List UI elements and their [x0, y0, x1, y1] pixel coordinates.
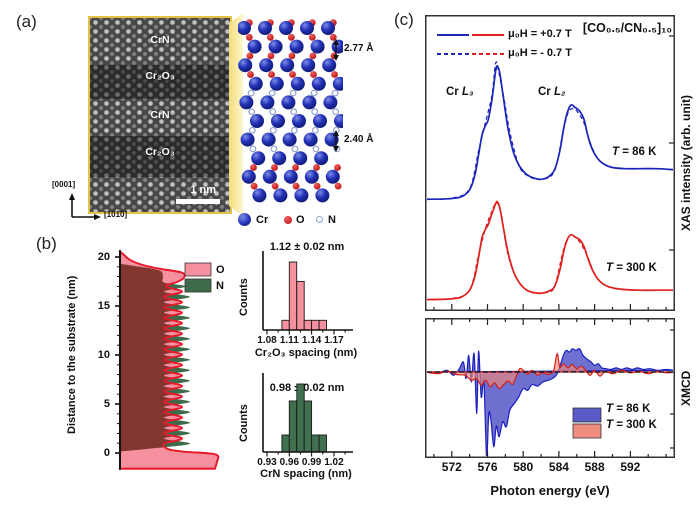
sample-label: [CO₀.₅/CN₀.₅]₁₀: [582, 21, 672, 35]
temp-label-300k: T = 300 K: [606, 262, 657, 274]
tick-label: 5: [103, 398, 110, 410]
tem-layer-label: Cr₂O₃: [145, 146, 175, 159]
atomic-structure-model: [238, 19, 343, 203]
xmcd-legend-86k: T = 86 K: [606, 403, 651, 415]
temp-label-86k: T = 86 K: [612, 146, 657, 158]
tick-label: 0.93: [257, 457, 277, 468]
cr2o3-dark-band: [90, 64, 230, 100]
o-legend-label: O: [296, 214, 305, 226]
spacing-label-240: 2.40 Å: [344, 134, 374, 145]
axis-1010-label: [101̄0]: [104, 210, 128, 219]
tick-label: 580: [513, 460, 534, 474]
n-atom-icon: [316, 216, 323, 223]
tick-label: 1.17: [324, 335, 344, 346]
tick-label: 10: [97, 349, 110, 361]
tick-label: 584: [548, 460, 569, 474]
tick-label: 15: [97, 300, 110, 312]
cr-atom-icon: [238, 213, 251, 226]
panel-a-label: (a): [16, 12, 37, 31]
xmcd-legend-300k: T = 300 K: [606, 419, 657, 431]
crystal-axes-arrows: [69, 193, 101, 220]
o-atom-icon: [284, 216, 292, 224]
tick-label: 1.08: [257, 335, 277, 346]
hist1-title: 1.12 ± 0.02 nm: [269, 241, 345, 253]
hist1-x-title: Cr₂O₃ spacing (nm): [254, 347, 358, 359]
peak-label-l3: Cr L₃: [446, 86, 474, 98]
xas-legend-plus: μ₀H = +0.7 T: [508, 28, 572, 40]
xas-y-axis-title: XAS intensity (arb. unit): [679, 95, 693, 232]
legend-o-label: O: [216, 264, 225, 276]
axis-0001-label: [0001]: [52, 180, 76, 189]
xas-spectra-plot: [425, 15, 675, 311]
panel-b-label: (b): [36, 234, 57, 253]
profile-legend-swatches: [184, 262, 212, 293]
hist2-x-title: CrN spacing (nm): [260, 468, 352, 480]
spacing-arrow-240: [333, 130, 339, 152]
photon-energy-axis-title: Photon energy (eV): [490, 483, 610, 498]
legend-n-label: N: [216, 280, 224, 292]
depth-profile-plot: [115, 250, 220, 470]
hist2-y-title: Counts: [238, 404, 250, 442]
tick-label: 1.14: [301, 335, 322, 346]
xas-legend-minus: μ₀H = - 0.7 T: [508, 47, 572, 59]
spacing-label-277: 2.77 Å: [344, 43, 374, 54]
tick-label: 0.96: [279, 457, 300, 468]
crn-spacing-histogram: [262, 373, 353, 457]
tick-label: 0.99: [301, 457, 322, 468]
xmcd-plot: [425, 318, 675, 458]
cr2o3-spacing-histogram: [262, 251, 353, 335]
tick-label: 1.02: [324, 457, 344, 468]
cr2o3-dark-band: [90, 136, 230, 178]
hist2-title: 0.98 ± 0.02 nm: [269, 382, 345, 394]
scale-bar: [176, 199, 220, 204]
tick-label: 1.11: [279, 335, 299, 346]
tick-label: 572: [441, 460, 462, 474]
n-legend-label: N: [328, 214, 336, 226]
hist1-y-title: Counts: [238, 278, 250, 316]
xmcd-y-axis-title: XMCD: [679, 370, 693, 406]
cr-legend-label: Cr: [256, 214, 269, 226]
tem-micrograph: CrN Cr₂O₃ CrN Cr₂O₃ 1 nm: [88, 16, 232, 214]
tem-atomic-texture: [90, 18, 230, 212]
tick-label: 20: [97, 251, 110, 263]
profile-y-axis-title: Distance to the substrate (nm): [66, 275, 78, 435]
tick-label: 0: [103, 447, 110, 459]
tick-label: 588: [584, 460, 605, 474]
tick-label: 592: [620, 460, 641, 474]
tem-layer-label: Cr₂O₃: [145, 70, 175, 83]
spacing-arrow-277: [333, 39, 339, 61]
scale-bar-label: 1 nm: [190, 184, 216, 196]
peak-label-l2: Cr L₂: [538, 86, 566, 98]
tem-layer-label: CrN: [150, 109, 170, 122]
tem-layer-label: CrN: [150, 33, 170, 46]
tick-label: 576: [477, 460, 498, 474]
panel-c-label: (c): [394, 10, 414, 29]
